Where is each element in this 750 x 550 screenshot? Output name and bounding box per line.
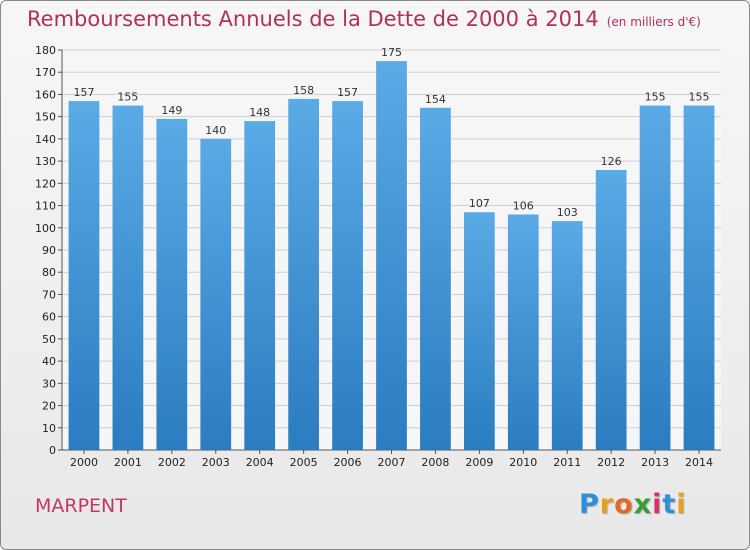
x-tick-label-2012: 2012: [597, 456, 625, 469]
x-tick-label-2006: 2006: [334, 456, 362, 469]
x-tick-label-2009: 2009: [465, 456, 493, 469]
x-tick-label-2007: 2007: [378, 456, 406, 469]
data-label-2010: 106: [513, 199, 534, 212]
x-tick-label-2002: 2002: [158, 456, 186, 469]
data-label-2006: 157: [337, 86, 358, 99]
bar-2006: [332, 101, 363, 450]
bar-2002: [156, 118, 188, 450]
data-label-2001: 155: [117, 91, 138, 104]
bar-2004: [244, 121, 276, 450]
x-tick-label-2004: 2004: [246, 456, 274, 469]
proxiti-logo: Proxiti: [579, 489, 687, 520]
bar-2005: [288, 98, 320, 450]
y-tick-label: 140: [35, 133, 56, 146]
y-tick-label: 100: [35, 222, 56, 235]
logo-letter: o: [614, 489, 634, 520]
data-label-2008: 154: [425, 93, 446, 106]
logo-letter: i: [652, 489, 663, 520]
y-tick-label: 160: [35, 88, 56, 101]
y-tick-label: 170: [35, 66, 56, 79]
logo-letter: P: [579, 489, 600, 520]
bar-2010: [507, 214, 539, 450]
y-tick-label: 180: [35, 44, 56, 57]
x-tick-label-2010: 2010: [509, 456, 537, 469]
chart-subtitle: (en milliers d'€): [606, 15, 701, 29]
y-tick-label: 50: [42, 333, 56, 346]
title-text: Remboursements Annuels de la Dette de 20…: [27, 7, 599, 31]
x-tick-label-2011: 2011: [553, 456, 581, 469]
chart-title: Remboursements Annuels de la Dette de 20…: [27, 7, 701, 31]
y-tick-label: 90: [42, 244, 56, 257]
x-tick-label-2008: 2008: [421, 456, 449, 469]
bar-2000: [68, 101, 100, 450]
data-label-2004: 148: [249, 106, 270, 119]
data-label-2011: 103: [557, 206, 578, 219]
y-tick-label: 70: [42, 288, 56, 301]
bar-2014: [683, 105, 715, 451]
city-name: MARPENT: [35, 495, 127, 517]
data-label-2012: 126: [601, 155, 622, 168]
bar-2011: [551, 221, 583, 450]
x-tick-label-2001: 2001: [114, 456, 142, 469]
y-tick-label: 20: [42, 400, 56, 413]
logo-letter: i: [676, 489, 687, 520]
data-label-2003: 140: [205, 124, 226, 137]
bar-2009: [463, 212, 495, 450]
x-tick-label-2014: 2014: [685, 456, 713, 469]
bar-2012: [595, 170, 627, 450]
y-tick-label: 60: [42, 311, 56, 324]
bar-2013: [639, 105, 671, 451]
bar-2001: [112, 105, 144, 451]
x-tick-label-2000: 2000: [70, 456, 98, 469]
logo-letter: x: [633, 489, 653, 520]
y-tick-label: 150: [35, 111, 56, 124]
x-tick-label-2003: 2003: [202, 456, 230, 469]
y-tick-label: 110: [35, 200, 56, 213]
data-label-2007: 175: [381, 46, 402, 59]
x-tick-label-2005: 2005: [290, 456, 318, 469]
y-tick-label: 130: [35, 155, 56, 168]
y-tick-label: 30: [42, 377, 56, 390]
y-tick-label: 80: [42, 266, 56, 279]
data-label-2013: 155: [645, 91, 666, 104]
bar-2003: [200, 138, 232, 450]
data-label-2005: 158: [293, 84, 314, 97]
y-tick-label: 120: [35, 177, 56, 190]
y-tick-label: 0: [49, 444, 56, 457]
data-label-2009: 107: [469, 197, 490, 210]
data-label-2002: 149: [161, 104, 182, 117]
logo-letter: t: [662, 489, 677, 520]
bar-2008: [420, 107, 451, 451]
data-label-2000: 157: [73, 86, 94, 99]
logo-letter: r: [599, 489, 615, 520]
y-tick-label: 10: [42, 422, 56, 435]
data-label-2014: 155: [689, 91, 710, 104]
x-tick-label-2013: 2013: [641, 456, 669, 469]
y-tick-label: 40: [42, 355, 56, 368]
bar-2007: [376, 61, 407, 450]
